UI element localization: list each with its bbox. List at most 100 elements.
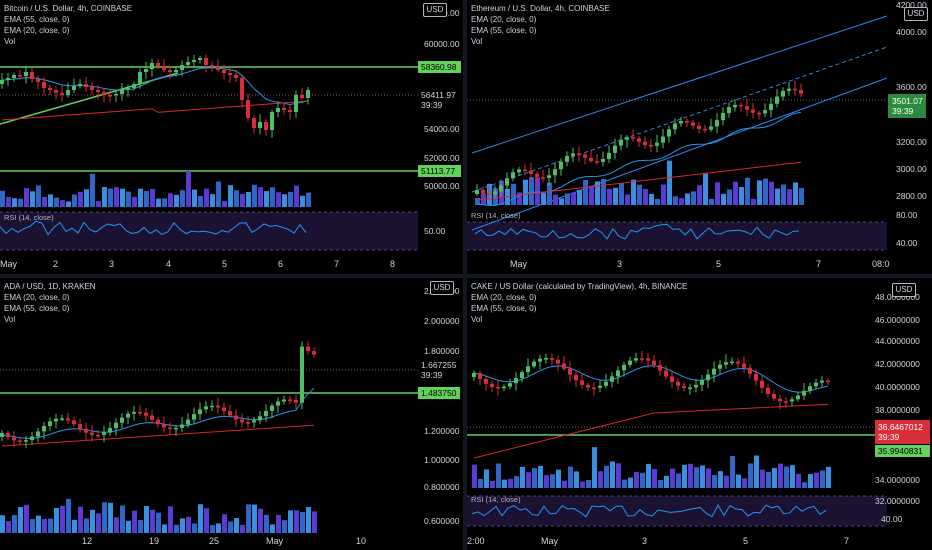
volume-bar — [228, 185, 233, 207]
chart-pane-btc[interactable]: 62000.00 60000.00 54000.00 52000.00 5000… — [0, 0, 463, 274]
chart-pane-eth[interactable]: 4200.00 4000.00 3600.00 3200.00 3000.00 … — [467, 0, 932, 274]
volume-bar — [532, 468, 537, 488]
candles — [472, 351, 830, 410]
cake-chart-svg[interactable]: 48.0000000 46.0000000 44.0000000 42.0000… — [467, 278, 932, 550]
candle-body — [493, 191, 497, 195]
candle-body — [709, 126, 713, 130]
candle-body — [736, 361, 740, 364]
price-label: 1.667255 — [421, 360, 457, 370]
candle-body — [691, 122, 695, 126]
candle-body — [294, 95, 298, 112]
time-axis: May 3 5 7 08:0 — [510, 259, 890, 269]
volume-bar — [48, 518, 53, 533]
volume-bar — [36, 515, 41, 533]
rsi-line — [474, 223, 800, 240]
candle-body — [168, 427, 172, 430]
volume-bar — [535, 177, 540, 205]
candle-body — [739, 104, 743, 107]
candle-body — [168, 70, 172, 72]
chart-pane-cake[interactable]: 48.0000000 46.0000000 44.0000000 42.0000… — [467, 278, 932, 550]
price-axis: 4200.00 4000.00 3600.00 3200.00 3000.00 … — [896, 0, 927, 248]
candle-body — [120, 417, 124, 423]
candle-body — [643, 141, 647, 146]
candle-body — [550, 358, 554, 360]
ema-legend: EMA (55, close, 0) — [4, 304, 70, 313]
volume-bar — [60, 505, 65, 533]
candle-body — [535, 173, 539, 178]
candle-body — [676, 381, 680, 386]
volume-bar — [174, 194, 179, 207]
currency-button[interactable]: USD — [423, 3, 447, 17]
volume-bar — [676, 473, 681, 488]
chart-pane-ada[interactable]: 2.200000 2.000000 1.800000 1.200000 1.00… — [0, 278, 463, 550]
candle-body — [640, 358, 644, 360]
volume-bar — [661, 184, 666, 205]
candle-body — [490, 383, 494, 387]
volume-bar — [282, 194, 287, 207]
candle-body — [718, 364, 722, 369]
volume-bar — [586, 480, 591, 488]
price-tick: 44.0000000 — [875, 336, 920, 346]
candle-body — [300, 346, 304, 403]
volume-bar — [790, 465, 795, 488]
volume-bar — [583, 179, 588, 205]
currency-button[interactable]: USD — [892, 283, 916, 297]
time-tick: May — [266, 536, 284, 546]
volume-bar — [562, 480, 567, 488]
volume-bar — [772, 468, 777, 488]
symbol-title: CAKE / US Dollar (calculated by TradingV… — [471, 282, 688, 291]
volume-bar — [204, 508, 209, 533]
candle-body — [192, 414, 196, 420]
volume-bar — [252, 504, 257, 533]
volume-bar — [180, 518, 185, 533]
volume-bar — [186, 516, 191, 533]
volume-bar — [529, 177, 534, 205]
candle-body — [826, 380, 830, 383]
candle-body — [607, 152, 611, 159]
candle-body — [784, 401, 788, 403]
candle-body — [258, 122, 262, 128]
candle-body — [619, 139, 623, 146]
time-tick: 3 — [109, 259, 114, 269]
price-tick: 50000.00 — [424, 181, 460, 191]
candle-body — [174, 70, 178, 72]
candle-body — [222, 407, 226, 412]
volume-bar — [748, 463, 753, 488]
candle-body — [733, 104, 737, 108]
candle-body — [246, 422, 250, 424]
candle-body — [60, 418, 64, 420]
volume-bar — [96, 201, 101, 207]
candle-body — [144, 69, 148, 72]
candle-body — [72, 86, 76, 90]
candle-body — [126, 413, 130, 418]
ema-legend: EMA (20, close, 0) — [471, 15, 537, 24]
candle-body — [688, 387, 692, 389]
time-tick: 6 — [278, 259, 283, 269]
volume-bar — [730, 455, 735, 488]
candle-body — [772, 394, 776, 399]
rsi-legend: RSI (14, close) — [471, 495, 521, 504]
volume-bar — [781, 184, 786, 205]
candle-body — [814, 382, 818, 387]
volume-bar — [306, 192, 311, 207]
currency-button[interactable]: USD — [430, 281, 454, 295]
price-tick: 40.0000000 — [875, 382, 920, 392]
candle-body — [661, 136, 665, 143]
candle-body — [613, 145, 617, 153]
volume-bar — [775, 188, 780, 205]
volume-bar — [553, 194, 558, 205]
volume-bar — [619, 182, 624, 205]
currency-button[interactable]: USD — [904, 7, 928, 21]
eth-chart-svg[interactable]: 4200.00 4000.00 3600.00 3200.00 3000.00 … — [467, 0, 932, 274]
candle-body — [156, 419, 160, 425]
time-tick: 7 — [334, 259, 339, 269]
volume-bar — [682, 464, 687, 488]
candle-body — [766, 387, 770, 395]
candle-body — [72, 420, 76, 425]
time-axis: 12 19 25 May 10 — [82, 536, 366, 546]
volume-bar — [793, 182, 798, 205]
candle-body — [601, 158, 605, 162]
volume-bar — [769, 181, 774, 205]
price-label: 36.6467012 — [878, 422, 923, 432]
btc-chart-svg[interactable]: 62000.00 60000.00 54000.00 52000.00 5000… — [0, 0, 463, 274]
